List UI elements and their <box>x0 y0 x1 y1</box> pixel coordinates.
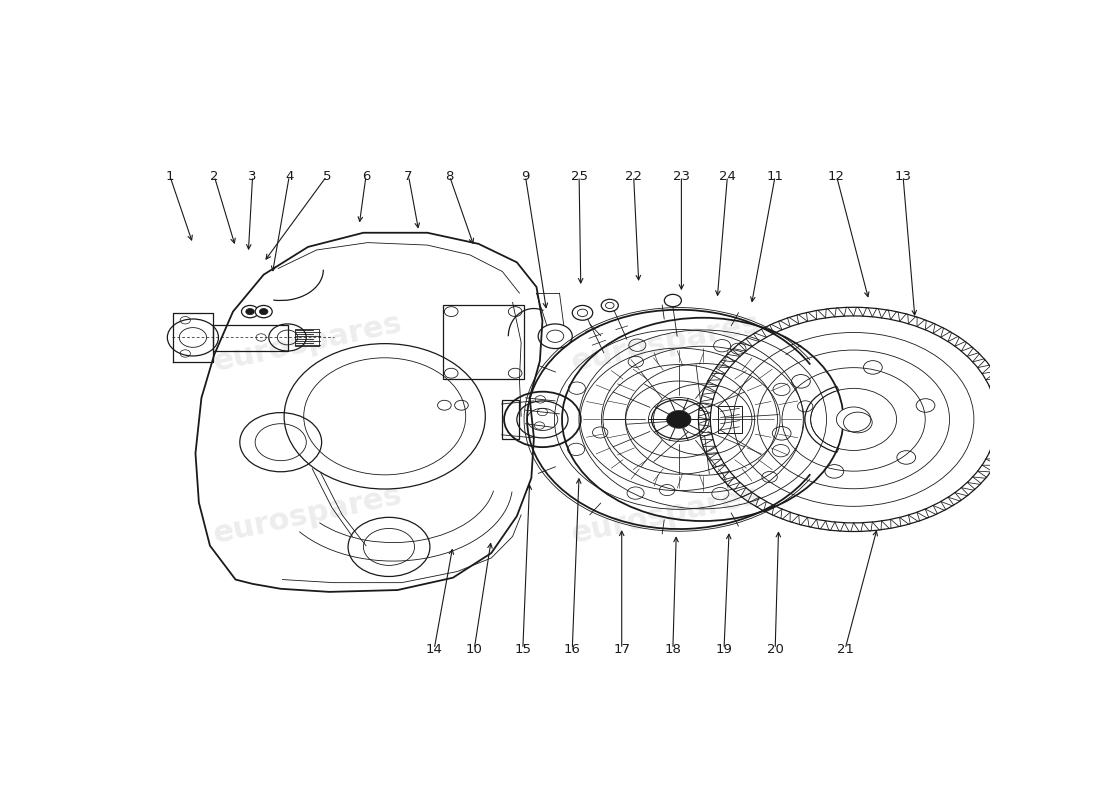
Text: 10: 10 <box>465 642 483 656</box>
Text: eurospares: eurospares <box>211 308 405 377</box>
Text: 11: 11 <box>767 170 783 182</box>
Text: 16: 16 <box>564 642 581 656</box>
Text: 8: 8 <box>446 170 453 182</box>
Text: 4: 4 <box>285 170 294 182</box>
Text: 19: 19 <box>716 642 733 656</box>
Circle shape <box>245 309 254 314</box>
Circle shape <box>255 306 272 318</box>
Text: 23: 23 <box>673 170 690 182</box>
Text: 14: 14 <box>426 642 442 656</box>
Bar <box>212 325 287 351</box>
Text: 9: 9 <box>521 170 529 182</box>
Text: eurospares: eurospares <box>569 308 763 377</box>
Text: 2: 2 <box>210 170 219 182</box>
Text: 20: 20 <box>767 642 783 656</box>
Text: eurospares: eurospares <box>569 481 763 549</box>
Text: 12: 12 <box>828 170 845 182</box>
Text: 24: 24 <box>719 170 736 182</box>
Bar <box>718 406 741 433</box>
Text: 6: 6 <box>362 170 371 182</box>
Bar <box>295 329 319 346</box>
Circle shape <box>667 410 691 428</box>
Bar <box>442 306 524 379</box>
Text: 15: 15 <box>515 642 531 656</box>
Text: 7: 7 <box>405 170 412 182</box>
Circle shape <box>260 309 268 314</box>
Bar <box>502 400 518 439</box>
Circle shape <box>651 400 706 439</box>
Text: eurospares: eurospares <box>211 481 405 549</box>
Text: 13: 13 <box>894 170 912 182</box>
Text: 17: 17 <box>613 642 630 656</box>
Circle shape <box>836 407 871 432</box>
Circle shape <box>242 306 258 318</box>
Text: 22: 22 <box>625 170 642 182</box>
Text: 3: 3 <box>249 170 256 182</box>
Text: 21: 21 <box>837 642 854 656</box>
Text: 5: 5 <box>322 170 331 182</box>
Text: 18: 18 <box>664 642 681 656</box>
Text: 25: 25 <box>571 170 587 182</box>
Text: 1: 1 <box>166 170 174 182</box>
